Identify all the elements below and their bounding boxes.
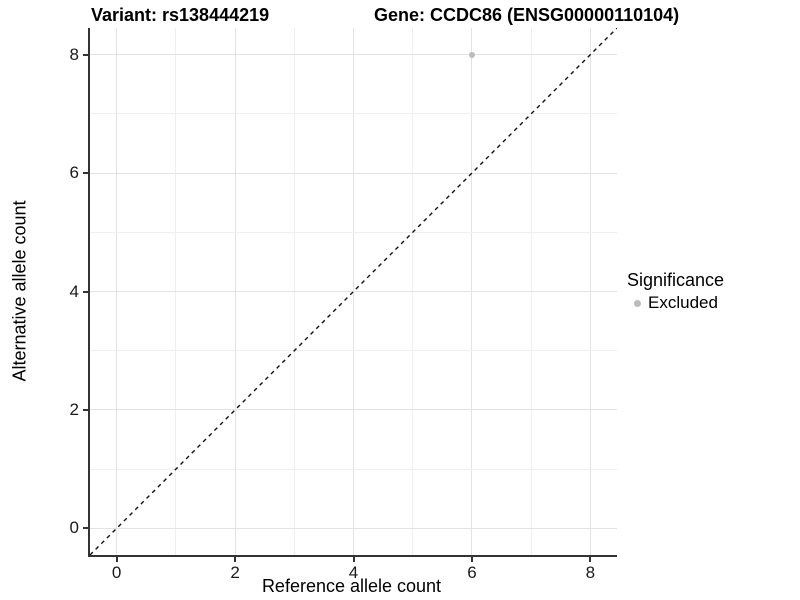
plot-title-variant: Variant: rs138444219 (91, 5, 270, 25)
y-tick-label: 8 (69, 44, 79, 64)
legend-title: Significance (627, 270, 725, 290)
y-tick-mark (83, 408, 88, 411)
y-tick-label: 4 (69, 281, 79, 301)
gridline-horizontal (90, 113, 617, 115)
x-tick-mark (115, 557, 118, 562)
x-tick-label: 4 (348, 563, 359, 582)
identity-dashed-line (90, 28, 617, 555)
gridline-horizontal (90, 172, 617, 174)
x-tick-mark (352, 557, 355, 562)
y-tick-mark (83, 527, 88, 530)
y-tick-mark (83, 172, 88, 175)
x-tick-label: 8 (585, 563, 596, 582)
gridline-horizontal (90, 527, 617, 529)
x-tick-mark (234, 557, 237, 562)
gridline-horizontal (90, 54, 617, 56)
gridline-horizontal (90, 468, 617, 470)
gridline-horizontal (90, 409, 617, 411)
x-tick-mark (589, 557, 592, 562)
gridline-horizontal (90, 350, 617, 352)
plot-title-gene: Gene: CCDC86 (ENSG00000110104) (374, 5, 680, 25)
x-tick-label: 0 (111, 563, 122, 582)
x-tick-label: 6 (467, 563, 477, 582)
y-tick-mark (83, 290, 88, 293)
x-axis-title: Reference allele count (261, 576, 442, 596)
data-point (468, 51, 475, 58)
legend: Significance Excluded (627, 270, 724, 313)
y-tick-mark (83, 53, 88, 56)
gridline-horizontal (90, 291, 617, 292)
x-tick-label: 2 (230, 563, 240, 582)
y-tick-label: 0 (69, 518, 79, 538)
plot-panel (88, 28, 617, 557)
legend-point-icon (634, 299, 641, 307)
gridline-horizontal (90, 231, 617, 233)
legend-item-label: Excluded (648, 293, 718, 312)
x-tick-mark (470, 557, 473, 562)
y-tick-label: 2 (69, 399, 79, 419)
y-axis-title: Alternative allele count (9, 200, 30, 382)
legend-item-excluded: Excluded (627, 293, 724, 313)
y-tick-label: 6 (69, 163, 79, 183)
